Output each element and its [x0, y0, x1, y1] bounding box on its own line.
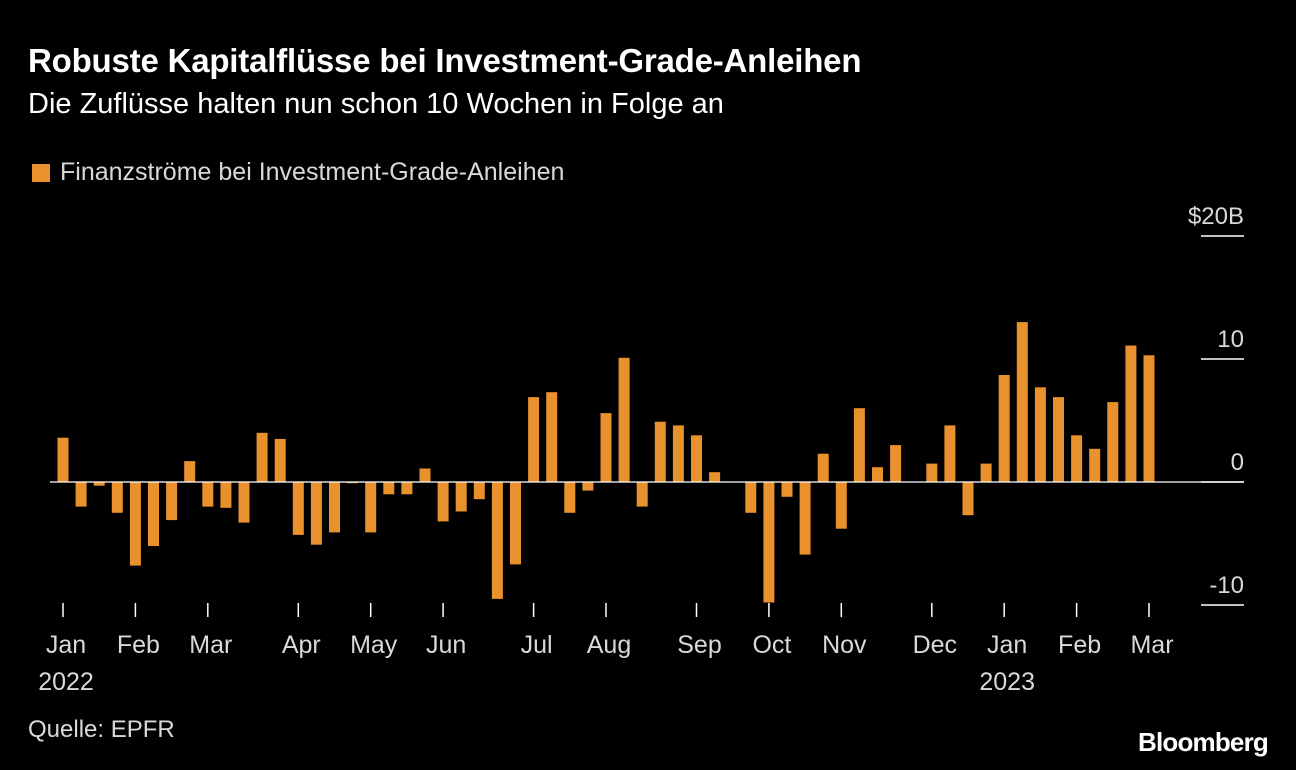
chart-legend: Finanzströme bei Investment-Grade-Anleih… — [32, 158, 564, 187]
x-tick-label: Apr — [282, 631, 321, 659]
source-note: Quelle: EPFR — [28, 716, 175, 743]
chart-title: Robuste Kapitalflüsse bei Investment-Gra… — [28, 42, 862, 79]
bar — [564, 482, 576, 513]
bar — [600, 413, 612, 482]
bloomberg-logo: Bloomberg — [1137, 727, 1269, 757]
bar — [926, 463, 938, 482]
bar — [473, 482, 485, 500]
x-tick-label: Jan — [987, 631, 1027, 659]
bar — [1089, 448, 1101, 482]
bar — [238, 482, 250, 523]
bar — [274, 438, 286, 482]
bar — [1071, 435, 1083, 482]
y-tick-label: -10 — [1209, 572, 1244, 599]
x-tick-label: Mar — [1130, 631, 1173, 659]
bar — [1143, 355, 1155, 482]
bar — [636, 482, 648, 507]
bar — [618, 357, 630, 482]
bar — [383, 482, 395, 495]
bar — [1016, 322, 1028, 482]
bar — [799, 482, 811, 555]
bar — [310, 482, 322, 545]
x-tick-label: Jan — [46, 631, 86, 659]
x-tick-label: Sep — [677, 631, 721, 659]
bar — [455, 482, 467, 512]
bar — [166, 482, 178, 521]
chart-subtitle: Die Zuflüsse halten nun schon 10 Wochen … — [28, 88, 724, 120]
bar — [763, 482, 775, 603]
bar — [491, 482, 503, 599]
bar — [401, 482, 413, 495]
bar — [1053, 397, 1064, 482]
y-tick-label: 10 — [1217, 326, 1244, 353]
bar — [437, 482, 449, 522]
bar — [57, 437, 69, 482]
bar — [890, 445, 902, 482]
bar — [944, 425, 956, 482]
x-tick-label: Jun — [426, 631, 466, 659]
bar — [256, 432, 268, 482]
x-tick-label: Dec — [913, 631, 957, 659]
bar — [510, 482, 521, 565]
bar — [148, 482, 159, 546]
bar — [872, 467, 883, 482]
bar — [1125, 345, 1137, 482]
bar — [184, 461, 196, 482]
bar — [93, 482, 105, 486]
x-tick-label: May — [350, 631, 398, 659]
bar — [129, 482, 141, 566]
bar — [75, 482, 87, 507]
bar — [781, 482, 793, 497]
y-tick-label: $20B — [1188, 203, 1244, 230]
bar — [745, 482, 757, 513]
bar — [528, 397, 540, 482]
bar — [691, 435, 702, 482]
bar — [111, 482, 123, 513]
x-year-label: 2023 — [979, 668, 1035, 696]
x-tick-label: Mar — [189, 631, 232, 659]
bar-series — [57, 322, 1155, 603]
bar — [1034, 387, 1046, 482]
x-tick-label: Feb — [117, 631, 160, 659]
bar — [546, 392, 558, 482]
x-tick-label: Oct — [752, 631, 791, 659]
bar — [672, 425, 684, 482]
x-tick-label: Feb — [1058, 631, 1101, 659]
bar — [853, 408, 865, 482]
x-axis: Jan 2022 Feb Mar Apr May Jun Jul Aug Sep Oct Nov Dec… — [38, 603, 1174, 696]
bar — [202, 482, 214, 507]
bar — [709, 472, 721, 482]
x-tick-label: Jul — [521, 631, 553, 659]
bar — [582, 482, 594, 491]
bar — [817, 453, 829, 482]
bar — [292, 482, 304, 535]
bar — [220, 482, 232, 508]
x-tick-label: Aug — [587, 631, 631, 659]
bar — [980, 463, 992, 482]
bar — [654, 421, 666, 482]
x-year-label: 2022 — [38, 668, 94, 696]
bar — [962, 482, 974, 516]
bar — [998, 375, 1010, 482]
x-tick-label: Nov — [822, 631, 867, 659]
legend-swatch — [32, 163, 50, 182]
bar — [835, 482, 847, 529]
bar — [1107, 402, 1119, 482]
y-tick-label: 0 — [1231, 449, 1244, 476]
bar — [419, 468, 431, 482]
bar — [329, 482, 340, 533]
legend-label: Finanzströme bei Investment-Grade-Anleih… — [60, 158, 565, 186]
y-axis: $20B 10 0 -10 — [1188, 203, 1244, 606]
bar — [365, 482, 377, 533]
